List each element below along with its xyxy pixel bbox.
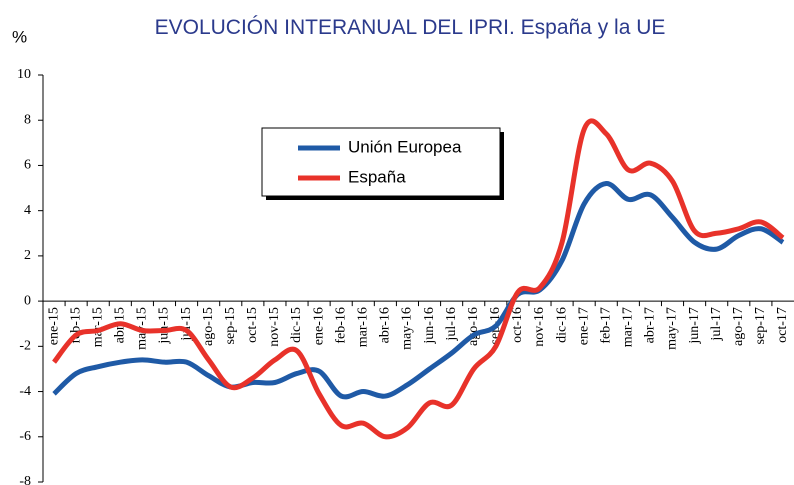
- y-tick-label: -8: [19, 474, 31, 485]
- x-tick-label: feb-16: [333, 307, 348, 344]
- x-tick-label: dic-16: [554, 307, 569, 343]
- y-tick-label: 2: [24, 248, 31, 263]
- x-tick-label: ago-15: [201, 307, 216, 346]
- chart-title: EVOLUCIÓN INTERANUAL DEL IPRI. España y …: [155, 16, 666, 39]
- x-tick-label: ene-16: [311, 307, 326, 345]
- x-tick-label: oct-16: [510, 307, 525, 343]
- x-tick-label: feb-17: [598, 307, 613, 344]
- x-tick-label: jul-17: [709, 307, 724, 341]
- x-tick-label: mar-17: [621, 307, 636, 347]
- y-axis-label: %: [12, 27, 27, 46]
- x-tick-label: sep-15: [223, 307, 238, 344]
- y-tick-label: 4: [24, 203, 31, 218]
- x-tick-label: ene-15: [46, 307, 61, 345]
- x-tick-label: ene-17: [576, 307, 591, 345]
- x-tick-label: ago-17: [731, 307, 746, 346]
- x-tick-label: abr-17: [643, 307, 658, 343]
- y-tick-label: 10: [17, 67, 31, 82]
- x-tick-label: dic-15: [289, 307, 304, 343]
- x-tick-label: jun-17: [687, 307, 702, 345]
- y-tick-label: 6: [24, 158, 31, 173]
- legend: [261, 127, 501, 197]
- x-tick-label: nov-16: [532, 307, 547, 347]
- x-tick-label: mar-15: [90, 307, 105, 347]
- x-tick-label: may-16: [400, 307, 415, 350]
- line: [52, 118, 785, 440]
- x-tick-label: jun-16: [422, 307, 437, 345]
- y-tick-label: 8: [24, 112, 31, 127]
- x-tick-label: jul-16: [444, 307, 459, 341]
- x-tick-label: oct-15: [245, 307, 260, 343]
- x-tick-label: sep-17: [753, 307, 768, 344]
- legend-label: Unión Europea: [348, 137, 462, 156]
- x-tick-label: may-17: [665, 307, 680, 350]
- y-tick-label: -4: [19, 384, 31, 399]
- y-tick-label: 0: [24, 293, 31, 308]
- x-tick-label: abr-16: [378, 307, 393, 343]
- line: [52, 181, 785, 400]
- x-tick-label: nov-15: [267, 307, 282, 347]
- legend-label: España: [348, 167, 406, 186]
- x-tick-label: mar-16: [355, 307, 370, 347]
- x-tick-label: jun-15: [157, 307, 172, 345]
- y-tick-label: -2: [19, 339, 31, 354]
- y-tick-label: -6: [19, 429, 31, 444]
- x-tick-label: oct-17: [775, 307, 790, 343]
